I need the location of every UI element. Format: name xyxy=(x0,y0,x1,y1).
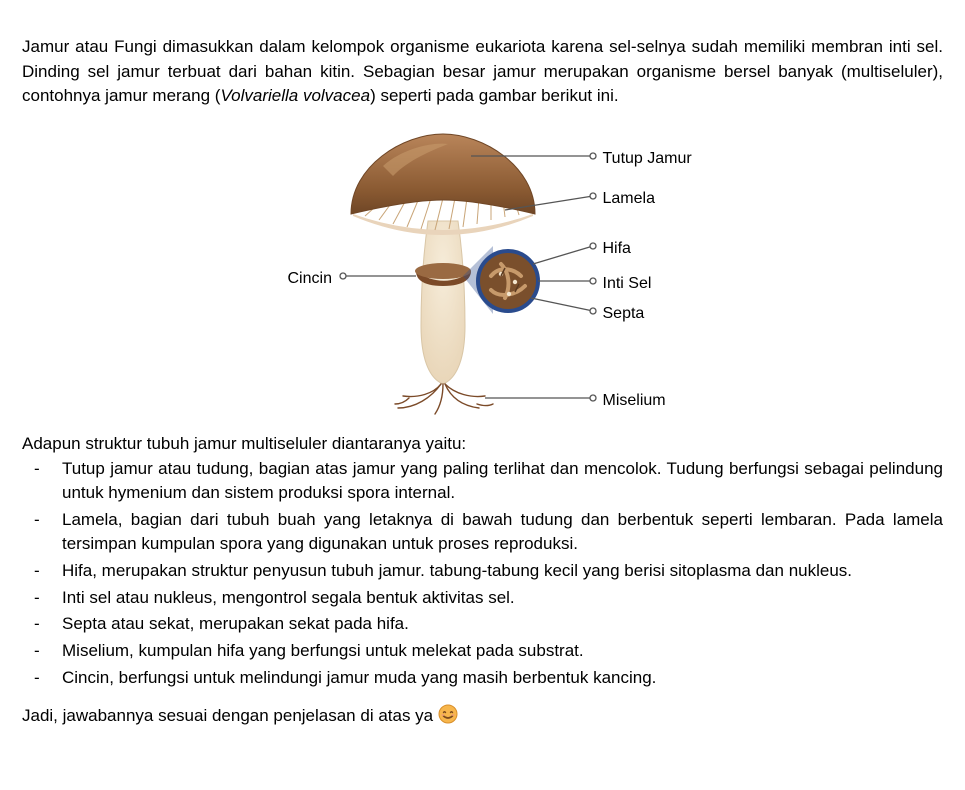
label-tutup-jamur: Tutup Jamur xyxy=(603,147,692,170)
label-miselium: Miselium xyxy=(603,389,666,412)
list-item: Hifa, merupakan struktur penyusun tubuh … xyxy=(34,559,943,584)
label-lamela: Lamela xyxy=(603,187,655,210)
label-inti-sel: Inti Sel xyxy=(603,272,652,295)
intro-paragraph: Jamur atau Fungi dimasukkan dalam kelomp… xyxy=(22,35,943,109)
list-item: Miselium, kumpulan hifa yang berfungsi u… xyxy=(34,639,943,664)
list-item: Inti sel atau nukleus, mengontrol segala… xyxy=(34,586,943,611)
magnifier-lens xyxy=(463,246,538,314)
list-item: Tutup jamur atau tudung, bagian atas jam… xyxy=(34,457,943,506)
closing-line: Jadi, jawabannya sesuai dengan penjelasa… xyxy=(22,704,943,732)
closing-text: Jadi, jawabannya sesuai dengan penjelasa… xyxy=(22,706,438,725)
mushroom-diagram: Tutup Jamur Lamela Hifa Inti Sel Septa M… xyxy=(22,126,943,426)
list-item: Septa atau sekat, merupakan sekat pada h… xyxy=(34,612,943,637)
label-cincin: Cincin xyxy=(288,267,332,290)
label-septa: Septa xyxy=(603,302,645,325)
list-item: Cincin, berfungsi untuk melindungi jamur… xyxy=(34,666,943,691)
mycelium-roots xyxy=(395,384,493,414)
smile-emoji-icon xyxy=(438,704,458,732)
stipe xyxy=(421,221,465,384)
intro-species-name: Volvariella volvacea xyxy=(220,86,370,105)
list-heading: Adapun struktur tubuh jamur multiseluler… xyxy=(22,432,943,457)
structure-list: Tutup jamur atau tudung, bagian atas jam… xyxy=(22,457,943,691)
intro-post: ) seperti pada gambar berikut ini. xyxy=(370,86,619,105)
list-item: Lamela, bagian dari tubuh buah yang leta… xyxy=(34,508,943,557)
label-hifa: Hifa xyxy=(603,237,631,260)
